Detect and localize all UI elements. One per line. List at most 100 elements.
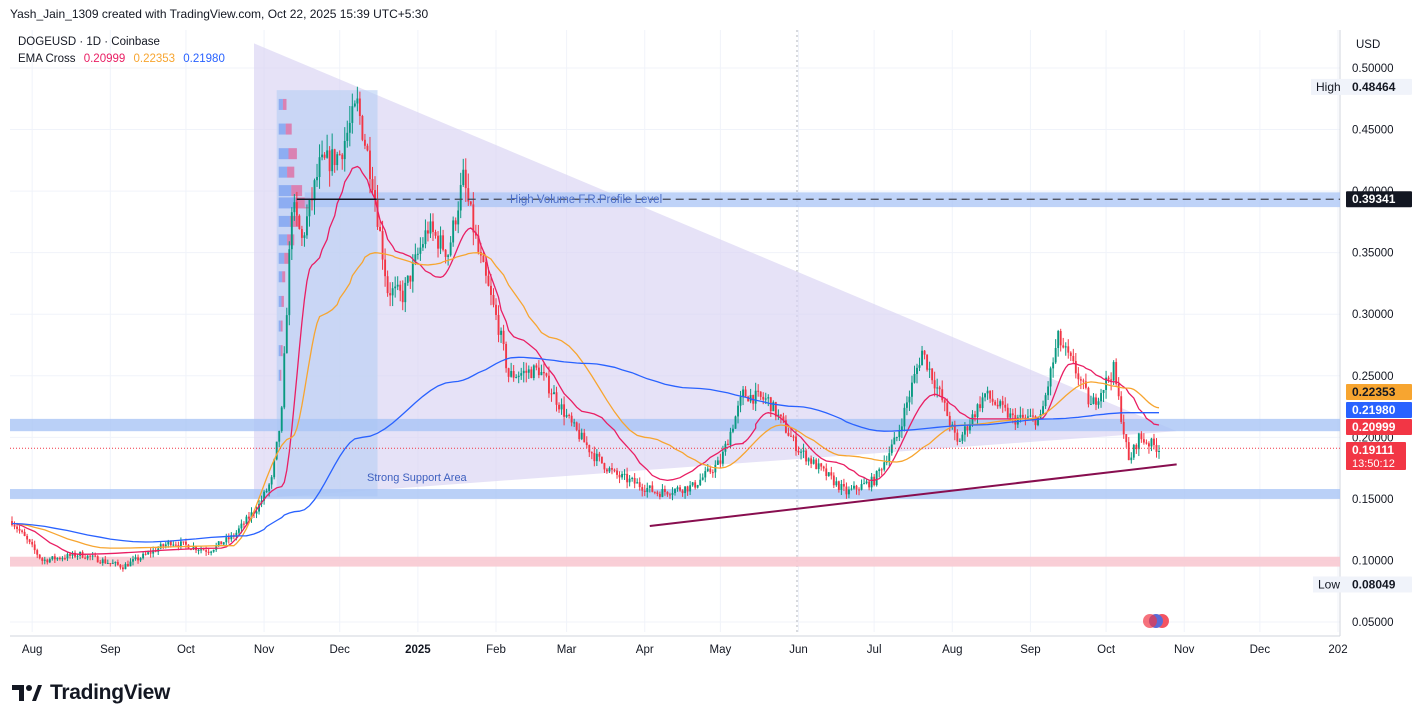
candle-body [220, 541, 223, 545]
candle-body [124, 564, 127, 570]
candle-body [295, 202, 298, 216]
high-key-bg [1311, 78, 1347, 95]
volume-profile-bar-up [278, 271, 283, 283]
candle-body [384, 259, 387, 277]
candle-body [648, 485, 651, 488]
candle-body [207, 551, 210, 553]
ema-fast-price: 0.20999 [1352, 420, 1396, 434]
candle-body [490, 285, 492, 295]
legend-ema-cross[interactable]: EMA Cross 0.20999 0.22353 0.21980 [18, 53, 230, 65]
candle-body [832, 475, 835, 486]
candle-body [734, 416, 737, 429]
candle-body [532, 365, 535, 379]
candle-body [908, 396, 911, 403]
candle-body [424, 230, 427, 245]
candle-body [1047, 386, 1050, 396]
price-axis[interactable]: 0.500000.450000.400000.350000.300000.250… [1352, 39, 1394, 629]
candle-body [545, 373, 548, 376]
candle-body [782, 416, 785, 421]
candle-body [288, 249, 291, 316]
volume-profile-bar-up [278, 123, 286, 135]
candle-body [863, 483, 866, 485]
volume-profile-bar-down [287, 166, 295, 178]
candle-body [737, 405, 739, 417]
candle-body [139, 558, 142, 561]
legend-ema-fast: 0.20999 [83, 53, 126, 65]
candle-body [593, 453, 596, 462]
candle-body [1009, 413, 1012, 418]
candle-body [767, 397, 770, 399]
price-tick-label: 0.05000 [1352, 617, 1394, 629]
candle-body [467, 188, 470, 202]
candle-body [23, 531, 26, 536]
candle-body [505, 344, 508, 369]
candle-body [669, 494, 671, 496]
candle-body [779, 414, 782, 417]
candle-body [406, 275, 409, 283]
candle-body [459, 184, 462, 211]
candle-body [1092, 397, 1095, 404]
candle-body [152, 550, 155, 554]
candle-body [164, 544, 167, 547]
candle-body [318, 157, 321, 178]
currency-label: USD [1356, 39, 1380, 51]
candle-body [96, 556, 99, 563]
low-band [10, 556, 1340, 567]
candle-body [464, 169, 467, 189]
candle-body [245, 516, 248, 524]
candle-body [716, 460, 719, 465]
candle-body [457, 210, 460, 225]
volume-profile-bar-up [278, 295, 282, 307]
volume-profile-bar-down [287, 234, 295, 246]
candle-body [242, 523, 245, 525]
candle-body [1117, 383, 1120, 397]
candle-body [1001, 401, 1004, 405]
candle-body [802, 450, 805, 452]
candle-body [56, 557, 59, 560]
candle-body [790, 435, 792, 437]
candle-body [1135, 444, 1138, 450]
price-tick-label: 0.20000 [1352, 432, 1394, 444]
candle-body [409, 275, 412, 282]
candle-body [742, 389, 745, 397]
candle-body [1011, 413, 1014, 416]
ema-lines [11, 165, 1160, 555]
candle-body [522, 370, 525, 374]
candle-body [137, 557, 139, 561]
legend-ema-slow: 0.21980 [183, 53, 225, 65]
ema-slow-price-bg [1346, 402, 1412, 418]
candle-body [379, 226, 381, 232]
candle-body [1019, 414, 1022, 418]
candle-body [91, 555, 94, 557]
candle-body [890, 444, 893, 454]
candle-body [33, 544, 36, 551]
candle-body [598, 453, 601, 457]
tradingview-logo[interactable]: TradingView [12, 681, 170, 705]
candle-body [568, 414, 571, 416]
time-tick-label: Aug [942, 644, 962, 656]
candle-body [429, 221, 432, 234]
candle-body [1120, 396, 1123, 422]
candle-body [1054, 348, 1057, 363]
time-axis[interactable]: Aug Sep Oct Nov Dec 2025 Feb Mar Apr May Jun Jul Aug… [22, 644, 1348, 656]
candle-body [215, 545, 218, 550]
candle-body [575, 422, 578, 430]
candle-body [729, 431, 732, 446]
price-tick-label: 0.30000 [1352, 309, 1394, 321]
candle-body [732, 428, 734, 432]
legend-symbol[interactable]: DOGEUSD · 1D · Coinbase [18, 36, 160, 48]
candle-body [21, 530, 24, 532]
candle-body [850, 488, 853, 490]
candle-body [278, 430, 281, 442]
candle-body [875, 470, 878, 486]
candle-body [51, 556, 54, 560]
candle-body [941, 389, 944, 401]
volume-profile-bar-up [278, 369, 281, 381]
candle-body [520, 373, 523, 376]
candle-body [1044, 395, 1047, 407]
price-tick-label: 0.50000 [1352, 63, 1394, 75]
candle-body [116, 562, 119, 565]
candle-body [1087, 387, 1090, 405]
candle-body [822, 466, 825, 469]
